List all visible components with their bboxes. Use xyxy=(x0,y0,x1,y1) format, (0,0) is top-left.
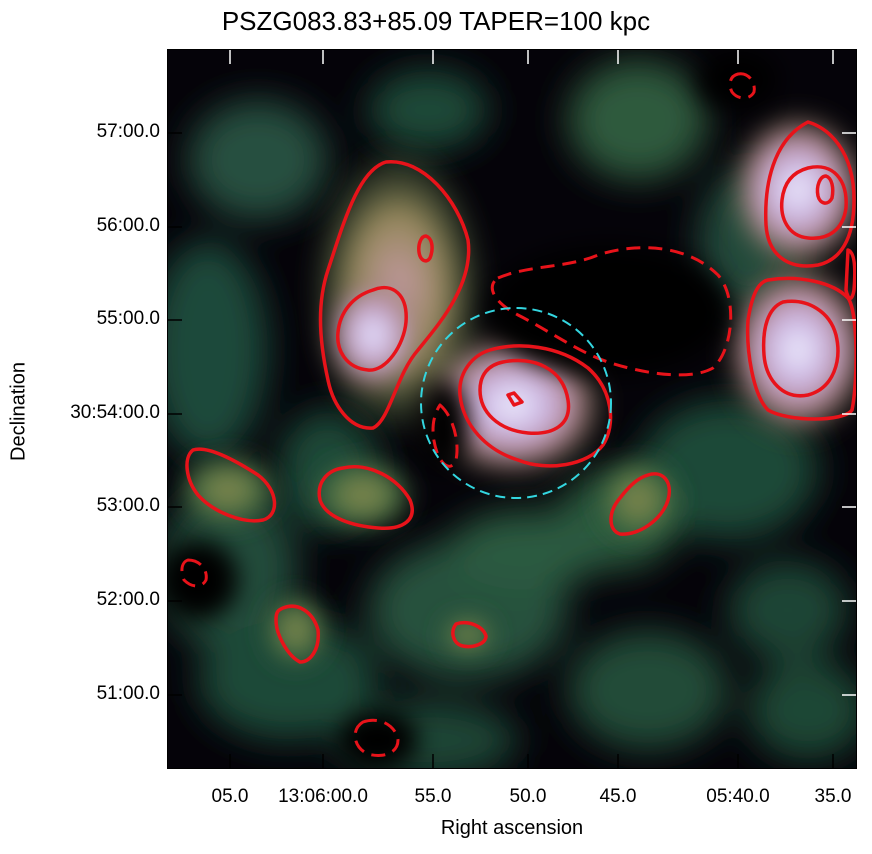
x-tick-label: 50.0 xyxy=(509,786,547,807)
cluster-aperture-circle xyxy=(420,307,612,499)
y-tick-label: 51:00.0 xyxy=(96,683,160,704)
y-tick-label: 53:00.0 xyxy=(96,495,160,516)
contour-center-outer xyxy=(458,344,613,468)
y-axis-label: Declination xyxy=(7,362,30,461)
y-tick-label: 57:00.0 xyxy=(96,121,160,142)
x-tick-label: 55.0 xyxy=(414,786,452,807)
x-axis-label: Right ascension xyxy=(440,817,584,839)
y-tick-label: 30:54:00.0 xyxy=(70,402,160,423)
contour-left-outer xyxy=(318,160,471,430)
map-title: PSZG083.83+85.09 TAPER=100 kpc xyxy=(221,6,651,36)
contour-lower-right xyxy=(609,472,671,536)
contour-left-peak xyxy=(417,234,434,263)
contour-lower-left-2 xyxy=(317,465,414,530)
contour-center-peak xyxy=(506,391,524,407)
contour-bottom-2 xyxy=(451,621,488,649)
contour-right-top-peak xyxy=(815,174,835,205)
contour-lower-left-1 xyxy=(185,447,277,523)
y-tick-label: 55:00.0 xyxy=(96,308,160,329)
y-tick-label: 52:00.0 xyxy=(96,589,160,610)
x-tick-label: 05.0 xyxy=(211,786,249,807)
negative-contour-center-left xyxy=(431,403,459,468)
radio-map-image xyxy=(167,49,857,769)
x-tick-label: 35.0 xyxy=(814,786,852,807)
negative-regions xyxy=(168,50,778,768)
contour-bottom-1 xyxy=(274,604,320,664)
x-tick-label: 05:40.0 xyxy=(706,786,770,807)
contour-right-mid-outer xyxy=(745,276,856,421)
negative-contour-bottom xyxy=(353,718,400,757)
positive-contours xyxy=(185,120,856,664)
x-tick-label: 45.0 xyxy=(599,786,637,807)
contour-right-top-inner xyxy=(779,165,848,240)
contour-right-top-outer xyxy=(763,120,856,268)
contour-center-inner xyxy=(478,358,571,435)
negative-contours xyxy=(180,72,756,757)
negative-contour-left-edge xyxy=(180,558,208,588)
contour-right-mid-inner xyxy=(761,299,840,398)
x-tick-label: 13:06:00.0 xyxy=(278,786,368,807)
y-tick-label: 56:00.0 xyxy=(96,215,160,236)
contour-left-inner xyxy=(336,285,408,372)
contour-right-edge xyxy=(844,248,856,300)
negative-contour-top-right xyxy=(728,72,756,100)
